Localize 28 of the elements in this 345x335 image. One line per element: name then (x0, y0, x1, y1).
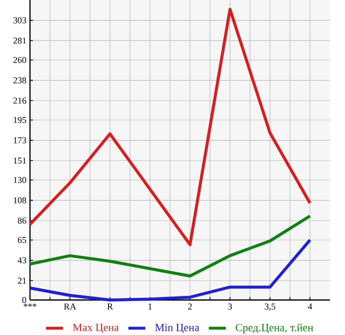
y-tick-label: 108 (14, 197, 26, 204)
y-tick-label: 130 (14, 176, 26, 184)
y-tick-label: 65 (18, 236, 26, 244)
legend-label: Max Цена (72, 324, 119, 334)
y-tick-label: 21 (18, 278, 26, 284)
x-tick-label: 3 (228, 304, 232, 310)
y-tick-label: 238 (13, 77, 26, 84)
legend-label: Min Цена (155, 324, 200, 334)
y-tick-label: 173 (14, 137, 26, 144)
y-tick-label: 151 (14, 158, 26, 164)
y-tick-label: 216 (13, 98, 26, 104)
y-tick-label: 303 (13, 17, 26, 24)
y-tick-label: 43 (18, 257, 26, 264)
x-tick-label: 3,5 (264, 304, 276, 311)
line-series (28, 214, 312, 278)
y-tick-label: 0 (22, 296, 26, 304)
y-tick-label: 281 (13, 38, 26, 44)
y-tick-label: 260 (13, 56, 26, 64)
x-tick-label: 2 (188, 304, 192, 310)
x-tick-label: *** (24, 304, 36, 307)
x-tick-label: 4 (308, 304, 312, 310)
x-tick-label: RA (64, 304, 76, 310)
legend-label: Сред.Цена, т.йен (236, 324, 314, 334)
x-tick-label: R (107, 304, 113, 310)
y-tick-label: 195 (14, 116, 26, 124)
line-series (28, 8, 312, 246)
x-tick-label: 1 (148, 304, 152, 310)
y-tick-label: 86 (18, 218, 26, 224)
